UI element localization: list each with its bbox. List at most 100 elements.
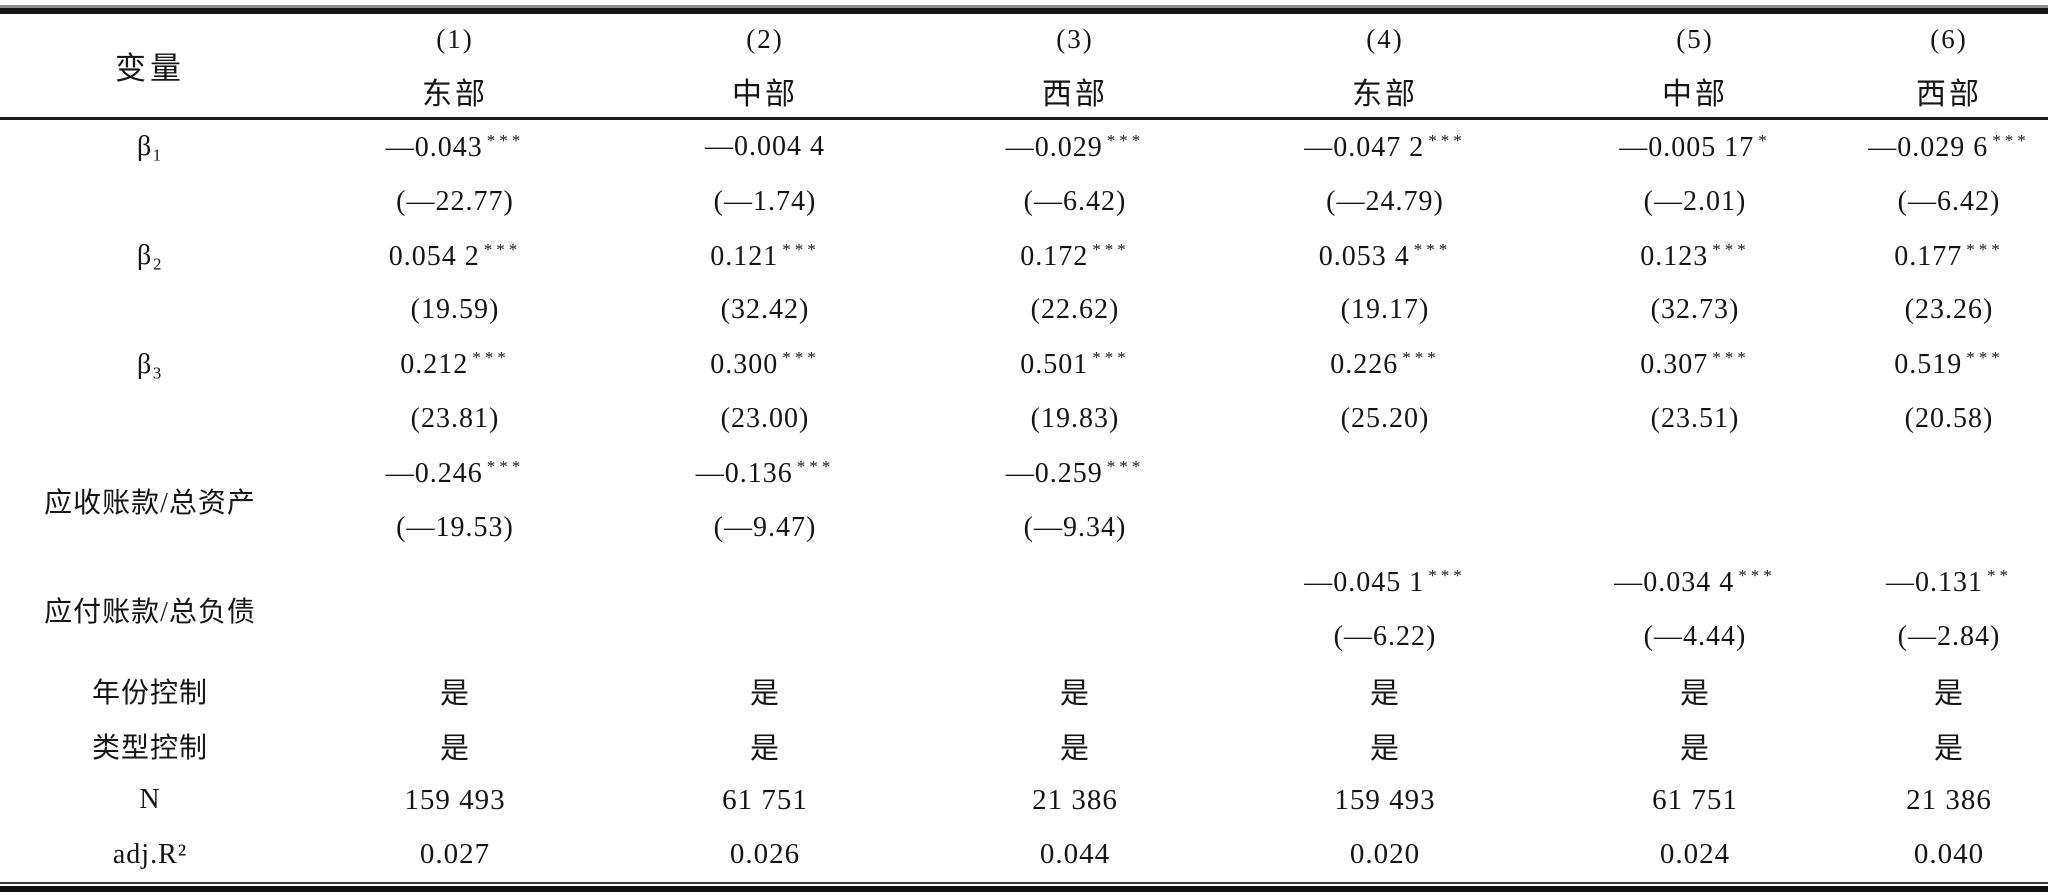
tstat-row: (19.59) (32.42) (22.62) (19.17) (32.73) (23.2…: [0, 283, 2048, 337]
estimate-row: β₃ 0.212 *** 0.300 *** 0.501 *** 0.226 *** 0.307 *…: [0, 338, 2048, 392]
estimate-cell: 0.177 ***: [1850, 229, 2048, 283]
header-col-3: (3) 西部: [920, 14, 1230, 117]
estimate-cell: —0.034 4 ***: [1540, 555, 1850, 609]
tstat-cell: (19.83): [1030, 403, 1120, 435]
header-col-4: (4) 东部: [1230, 14, 1540, 117]
row-label-spacer: [0, 174, 300, 228]
significance-stars: ***: [483, 239, 522, 259]
estimate-cell: —0.246 ***: [300, 447, 610, 501]
row-label: β₃: [136, 348, 163, 380]
estimate-value: —0.246: [385, 458, 483, 490]
summary-cell: 是: [439, 678, 470, 711]
header-col-6: (6) 西部: [1850, 14, 2048, 117]
estimate-cell: —0.047 2 ***: [1230, 120, 1540, 174]
estimate-value: —0.004 4: [705, 131, 825, 163]
significance-stars: ***: [782, 348, 820, 368]
summary-cell: 159 493: [404, 783, 506, 816]
estimate-cell: [300, 555, 610, 609]
summary-cell: 159 493: [1334, 783, 1436, 816]
summary-cell: 0.020: [1349, 838, 1421, 871]
estimate-cell: [1540, 447, 1850, 501]
significance-stars: ***: [1738, 566, 1776, 586]
estimate-cell: —0.131 **: [1850, 555, 2048, 609]
estimate-value: 0.519: [1894, 349, 1963, 381]
estimate-cell: [920, 555, 1230, 609]
row-label: 类型控制: [91, 732, 208, 764]
significance-stars: ***: [1428, 566, 1466, 586]
header-col-5: (5) 中部: [1540, 14, 1850, 117]
tstat-cell: (—19.53): [396, 512, 514, 544]
significance-stars: ***: [1402, 348, 1440, 368]
estimate-cell: 0.307 ***: [1540, 338, 1850, 392]
tstat-cell: (—1.74): [713, 185, 817, 217]
significance-stars: ***: [782, 239, 820, 259]
estimate-cell: —0.005 17 *: [1540, 120, 1850, 174]
tstat-cell: (23.00): [720, 403, 810, 435]
tstat-cell: (23.81): [410, 403, 500, 435]
header-col-2: (2) 中部: [610, 14, 920, 117]
summary-row: N 159 493 61 751 21 386 159 493 61 751 21 386: [0, 773, 2048, 827]
summary-cell: 21 386: [1906, 783, 1992, 816]
estimate-value: 0.212: [400, 349, 469, 381]
tstat-cell: (25.20): [1340, 403, 1430, 435]
estimate-cell: 0.172 ***: [920, 229, 1230, 283]
significance-stars: ***: [1106, 130, 1145, 150]
estimate-cell: —0.043 ***: [300, 120, 610, 174]
tstat-cell: (—6.22): [1333, 621, 1437, 652]
summary-cell: 61 751: [1652, 783, 1738, 816]
summary-cell: 是: [1059, 678, 1090, 711]
estimate-row: 应收账款/总资产 —0.246 *** —0.136 *** —0.259 ***: [0, 447, 2048, 519]
summary-row: adj.R² 0.027 0.026 0.044 0.020 0.024 0.040: [0, 827, 2048, 882]
estimate-cell: 0.054 2 ***: [300, 229, 610, 283]
tstat-cell: (32.42): [720, 294, 810, 326]
significance-stars: ***: [796, 457, 835, 477]
estimate-value: 0.307: [1640, 349, 1709, 381]
tstat-cell: [1850, 501, 2048, 555]
estimate-value: —0.047 2: [1304, 131, 1425, 163]
tstat-cell: (—2.01): [1643, 185, 1747, 217]
estimate-value: 0.501: [1020, 349, 1089, 381]
header-col-region: 中部: [1662, 78, 1728, 112]
significance-stars: ***: [472, 348, 510, 368]
header-col-number: (5): [1676, 24, 1714, 55]
summary-cell: 21 386: [1032, 783, 1118, 816]
summary-cell: 是: [1369, 678, 1400, 711]
estimate-value: 0.226: [1330, 349, 1399, 381]
row-label: 应付账款/总负债: [44, 596, 256, 628]
summary-cell: 61 751: [722, 783, 808, 816]
estimate-cell: —0.259 ***: [920, 447, 1230, 501]
estimate-cell: —0.045 1 ***: [1230, 555, 1540, 609]
tstat-cell: (19.17): [1340, 294, 1430, 326]
table-bottom-rule: [0, 882, 2048, 892]
estimate-value: 0.053 4: [1318, 240, 1410, 272]
header-col-number: (6): [1930, 24, 1968, 55]
row-label: 年份控制: [91, 678, 208, 710]
estimate-cell: —0.004 4: [610, 120, 920, 174]
estimate-value: —0.136: [695, 458, 793, 490]
summary-cell: 是: [1933, 732, 1964, 765]
significance-stars: ***: [1413, 239, 1452, 259]
summary-cell: 0.024: [1659, 838, 1731, 871]
tstat-cell: (—4.44): [1643, 621, 1747, 652]
estimate-value: 0.177: [1894, 240, 1963, 272]
summary-cell: 是: [749, 678, 780, 711]
table-header: 变量 (1) 东部 (2) 中部 (3) 西部 (4) 东部 (5) 中部 (6…: [0, 14, 2048, 117]
estimate-cell: [1230, 447, 1540, 501]
significance-stars: ***: [1092, 348, 1130, 368]
estimate-cell: —0.029 ***: [920, 120, 1230, 174]
tstat-cell: [300, 610, 610, 664]
tstat-cell: (—6.42): [1897, 185, 2001, 217]
header-col-number: (1): [436, 24, 474, 55]
tstat-cell: [1230, 501, 1540, 555]
significance-stars: ***: [486, 457, 525, 477]
summary-row: 类型控制 是 是 是 是 是 是: [0, 719, 2048, 773]
summary-cell: 0.027: [419, 838, 491, 871]
row-label: β₁: [136, 131, 163, 163]
estimate-value: 0.121: [710, 240, 779, 272]
significance-stars: **: [1987, 566, 2012, 586]
header-col-region: 东部: [422, 78, 488, 112]
estimate-value: —0.029 6: [1868, 131, 1989, 163]
header-col-region: 西部: [1042, 78, 1108, 112]
summary-cell: 0.044: [1039, 838, 1111, 871]
